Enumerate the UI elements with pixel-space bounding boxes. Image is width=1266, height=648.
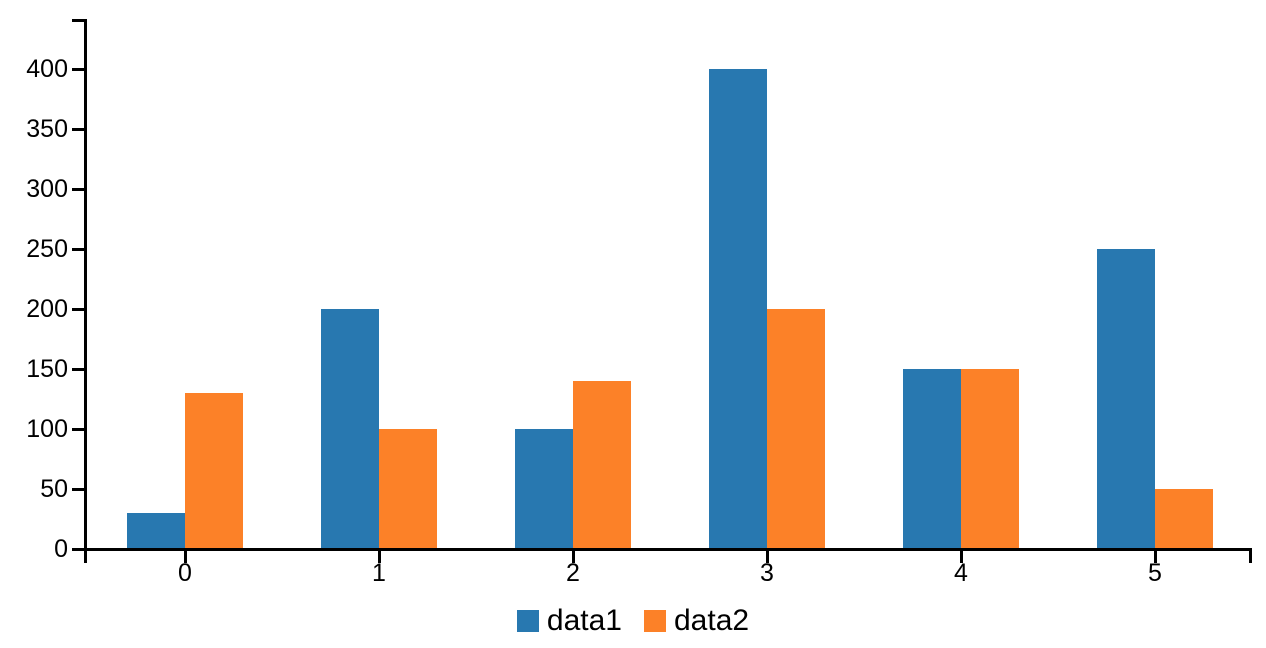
legend-swatch-data2 bbox=[644, 610, 666, 632]
y-tick-label-300: 300 bbox=[26, 175, 68, 203]
y-tick-150 bbox=[72, 368, 85, 371]
y-tick-label-250: 250 bbox=[26, 235, 68, 263]
y-tick-label-0: 0 bbox=[54, 535, 68, 563]
y-tick-label-400: 400 bbox=[26, 55, 68, 83]
legend-label-data1: data1 bbox=[546, 604, 622, 637]
y-tick-label-350: 350 bbox=[26, 115, 68, 143]
bar-data1-cat4 bbox=[903, 369, 961, 549]
y-tick-50 bbox=[72, 488, 85, 491]
x-tick-label-5: 5 bbox=[1148, 559, 1162, 587]
y-tick-200 bbox=[72, 308, 85, 311]
bar-data2-cat1 bbox=[379, 429, 437, 549]
x-tick-label-1: 1 bbox=[372, 559, 386, 587]
y-tick-0 bbox=[72, 548, 85, 551]
x-tick-label-2: 2 bbox=[566, 559, 580, 587]
y-axis-line bbox=[84, 19, 87, 563]
x-tick-2 bbox=[572, 550, 575, 563]
bar-data1-cat1 bbox=[321, 309, 379, 549]
bar-data2-cat2 bbox=[573, 381, 631, 549]
bar-data2-cat4 bbox=[961, 369, 1019, 549]
bar-data1-cat5 bbox=[1097, 249, 1155, 549]
y-axis-end-cap bbox=[72, 19, 87, 22]
x-tick-label-4: 4 bbox=[954, 559, 968, 587]
y-tick-250 bbox=[72, 248, 85, 251]
legend-label-data2: data2 bbox=[674, 604, 750, 637]
x-axis-line bbox=[84, 548, 1252, 551]
legend-item-data2: data2 bbox=[644, 604, 749, 638]
legend-swatch-data1 bbox=[516, 610, 539, 632]
legend: data1 data2 bbox=[0, 598, 1266, 644]
y-tick-label-200: 200 bbox=[26, 295, 68, 323]
x-tick-3 bbox=[766, 550, 769, 563]
x-tick-label-3: 3 bbox=[760, 559, 774, 587]
bar-data1-cat3 bbox=[709, 69, 767, 549]
y-tick-350 bbox=[72, 128, 85, 131]
x-tick-label-0: 0 bbox=[178, 559, 192, 587]
y-tick-300 bbox=[72, 188, 85, 191]
y-tick-label-50: 50 bbox=[40, 475, 68, 503]
y-tick-400 bbox=[72, 68, 85, 71]
x-tick-1 bbox=[378, 550, 381, 563]
y-tick-label-150: 150 bbox=[26, 355, 68, 383]
bar-data2-cat3 bbox=[767, 309, 825, 549]
bar-data1-cat0 bbox=[127, 513, 185, 549]
x-tick-5 bbox=[1154, 550, 1157, 563]
bar-data1-cat2 bbox=[515, 429, 573, 549]
y-tick-label-100: 100 bbox=[26, 415, 68, 443]
x-axis-end-cap bbox=[1249, 548, 1252, 563]
bar-data2-cat5 bbox=[1155, 489, 1213, 549]
y-tick-100 bbox=[72, 428, 85, 431]
x-tick-0 bbox=[184, 550, 187, 563]
x-tick-4 bbox=[960, 550, 963, 563]
legend-item-data1: data1 bbox=[516, 604, 622, 638]
bar-data2-cat0 bbox=[185, 393, 243, 549]
